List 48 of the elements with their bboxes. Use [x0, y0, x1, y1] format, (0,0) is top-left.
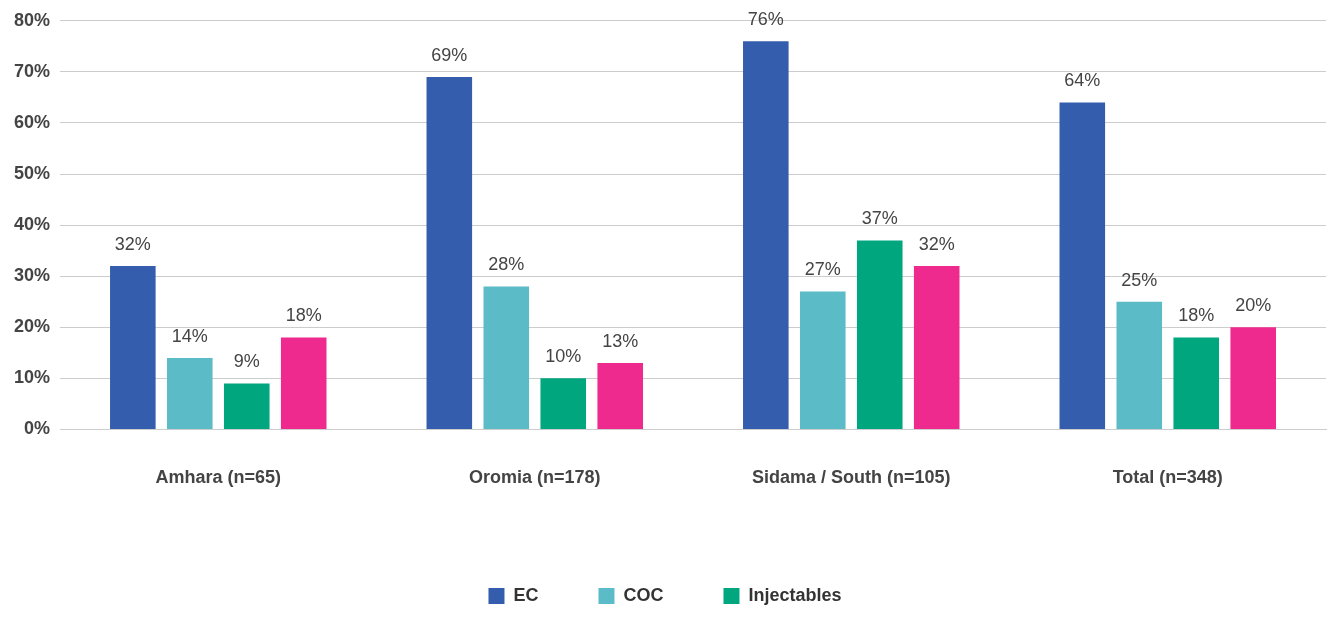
bar [597, 363, 644, 429]
y-tick-label: 80% [14, 9, 51, 30]
data-label: 25% [1121, 269, 1158, 290]
x-tick-label: Sidama / South (n=105) [751, 467, 951, 488]
bar [483, 286, 530, 429]
data-label: 10% [545, 346, 582, 367]
bar [1173, 337, 1220, 429]
data-label: 9% [233, 351, 260, 372]
legend-label: Injectables [748, 584, 842, 605]
data-label: 18% [285, 305, 322, 326]
bar [1230, 327, 1276, 429]
data-label: 28% [488, 254, 525, 275]
data-label: 64% [1064, 70, 1101, 91]
data-label: 27% [804, 259, 841, 280]
bar [913, 265, 960, 429]
data-label: 20% [1235, 295, 1272, 316]
data-label: 69% [431, 44, 468, 65]
y-tick-label: 10% [14, 367, 51, 388]
bar [280, 337, 327, 429]
x-tick-label: Oromia (n=178) [468, 467, 601, 488]
bar [1059, 102, 1106, 429]
bar [223, 383, 270, 429]
x-tick-label: Total (n=348) [1112, 467, 1223, 488]
y-tick-label: 20% [14, 316, 51, 337]
data-label: 76% [747, 9, 784, 30]
bar [167, 357, 213, 429]
y-tick-label: 30% [14, 265, 51, 286]
y-tick-label: 70% [14, 60, 51, 81]
x-tick-label: Amhara (n=65) [155, 467, 282, 488]
legend-label: EC [513, 584, 539, 605]
data-label: 18% [1178, 305, 1215, 326]
y-tick-label: 40% [14, 214, 51, 235]
legend-label: COC [623, 584, 664, 605]
bar [540, 378, 587, 429]
y-tick-label: 60% [14, 111, 51, 132]
y-tick-label: 0% [24, 418, 51, 439]
bar [743, 41, 789, 429]
data-label: 32% [114, 233, 151, 254]
bar [856, 240, 903, 429]
bar [799, 291, 846, 429]
data-label: 14% [171, 325, 208, 346]
bar [426, 76, 473, 429]
data-label: 32% [918, 233, 955, 254]
data-label: 37% [861, 208, 898, 229]
y-tick-label: 50% [14, 162, 51, 183]
data-label: 13% [602, 330, 639, 351]
bar [110, 265, 156, 429]
bar [1116, 301, 1163, 429]
